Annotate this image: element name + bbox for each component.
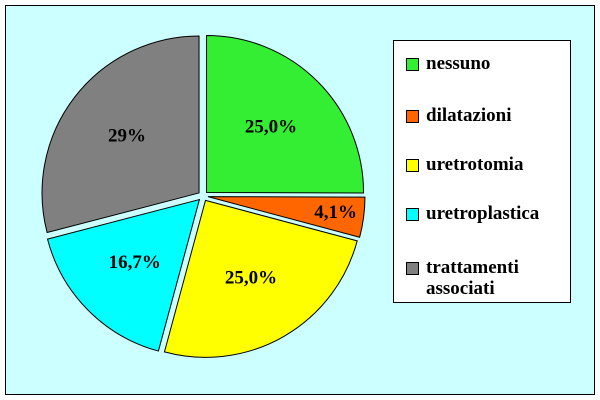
- pie-slice: [207, 196, 366, 238]
- legend-label: uretrotomia: [426, 154, 524, 175]
- data-label: 16,7%: [109, 252, 161, 273]
- pie-slice: [41, 35, 200, 234]
- legend-label: nessuno: [426, 53, 491, 74]
- legend-label: trattamenti associati: [426, 257, 519, 299]
- legend-swatch: [406, 262, 419, 275]
- data-label: 25,0%: [225, 268, 277, 289]
- pie-slice: [206, 34, 365, 194]
- legend-entry: uretroplastica: [406, 203, 566, 224]
- data-label: 25,0%: [245, 117, 297, 138]
- legend-entry: nessuno: [406, 53, 566, 74]
- legend-entry: dilatazioni: [406, 105, 566, 126]
- data-label: 4,1%: [314, 202, 357, 223]
- data-label: 29%: [108, 126, 146, 147]
- legend-label: uretroplastica: [426, 203, 540, 224]
- pie-slice: [46, 198, 201, 352]
- legend-entry: trattamenti associati: [406, 257, 566, 299]
- pie-slice: [163, 199, 358, 358]
- legend: nessuno dilatazioni uretrotomia uretroplast…: [393, 40, 571, 303]
- legend-swatch: [406, 208, 419, 221]
- legend-label: dilatazioni: [426, 105, 512, 126]
- legend-entry: uretrotomia: [406, 154, 566, 175]
- legend-swatch: [406, 110, 419, 123]
- legend-swatch: [406, 58, 419, 71]
- legend-swatch: [406, 159, 419, 172]
